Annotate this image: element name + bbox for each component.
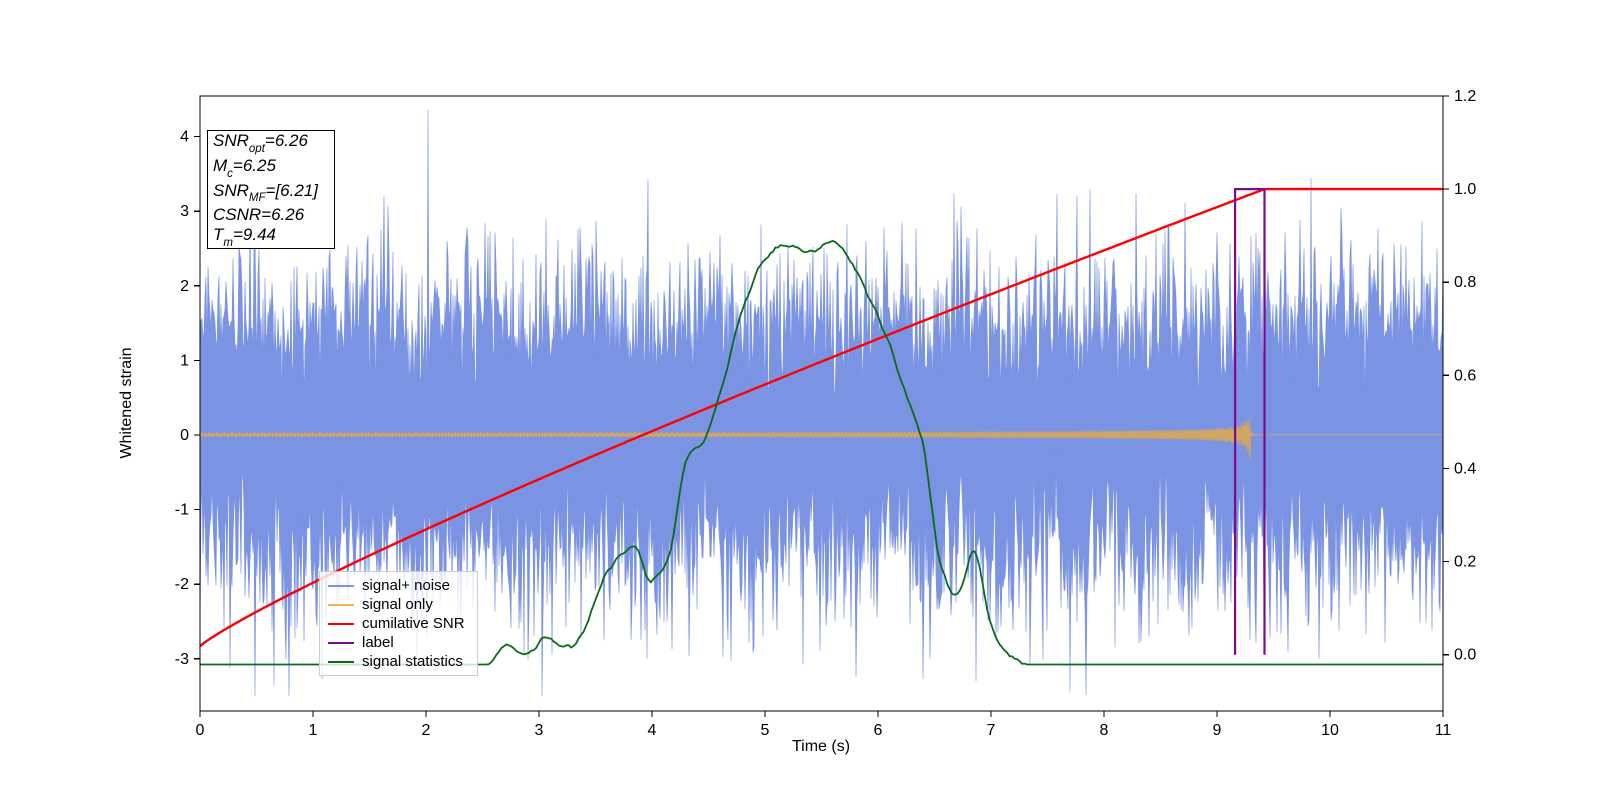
svg-text:2: 2 [422,722,431,739]
svg-text:0: 0 [196,722,205,739]
svg-text:1: 1 [180,352,189,369]
svg-text:10: 10 [1321,722,1339,739]
svg-text:-3: -3 [175,651,189,668]
svg-text:2: 2 [180,278,189,295]
svg-text:0: 0 [180,427,189,444]
svg-text:-1: -1 [175,502,189,519]
svg-text:4: 4 [648,722,657,739]
svg-text:9: 9 [1213,722,1222,739]
svg-text:3: 3 [535,722,544,739]
svg-text:1: 1 [309,722,318,739]
svg-text:-2: -2 [175,576,189,593]
svg-text:5: 5 [761,722,770,739]
svg-text:0.4: 0.4 [1454,460,1476,477]
svg-text:3: 3 [180,203,189,220]
svg-text:0.6: 0.6 [1454,367,1476,384]
svg-text:8: 8 [1100,722,1109,739]
svg-text:11: 11 [1435,722,1452,739]
svg-text:4: 4 [180,129,189,146]
svg-text:7: 7 [987,722,996,739]
svg-text:0.2: 0.2 [1454,554,1476,571]
svg-text:1.0: 1.0 [1454,181,1476,198]
svg-text:6: 6 [874,722,883,739]
svg-text:0.0: 0.0 [1454,647,1476,664]
svg-text:1.2: 1.2 [1454,88,1476,105]
svg-text:0.8: 0.8 [1454,274,1476,291]
